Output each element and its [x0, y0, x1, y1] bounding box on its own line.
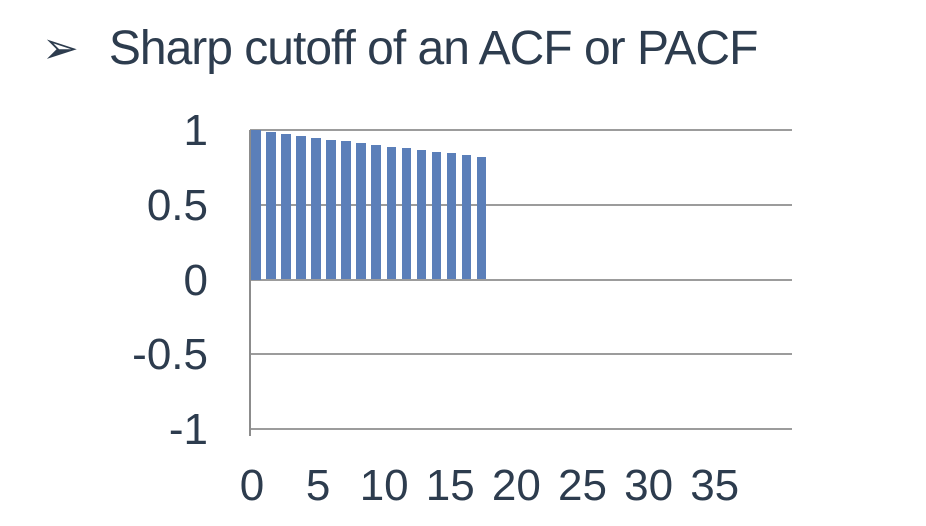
x-tick-label: 5 — [305, 461, 331, 510]
x-tick-label: 15 — [425, 461, 475, 510]
acf-bar — [431, 151, 442, 280]
x-tick-label: 25 — [558, 461, 607, 510]
gridline — [250, 428, 792, 430]
acf-bar — [251, 130, 261, 280]
acf-bar — [356, 143, 366, 280]
acf-bar — [476, 156, 487, 280]
x-tick-label: 30 — [624, 461, 674, 510]
gridline — [250, 129, 792, 131]
acf-bar — [371, 144, 381, 280]
acf-bar — [311, 137, 321, 280]
gridline — [250, 203, 792, 206]
plot-area — [250, 129, 792, 430]
gridline — [250, 353, 792, 356]
acf-bar — [386, 146, 397, 280]
y-tick-label: 0 — [183, 255, 208, 305]
acf-bar — [401, 148, 412, 280]
acf-bar — [281, 133, 291, 280]
acf-bar — [416, 150, 427, 280]
acf-bar — [341, 141, 351, 280]
y-tick-label: 1 — [183, 106, 208, 155]
x-tick-label: 10 — [359, 461, 409, 510]
acf-bar — [326, 139, 336, 280]
gridline — [250, 278, 792, 281]
y-tick-label: 0.5 — [146, 180, 208, 230]
y-tick-label: -1 — [168, 405, 208, 454]
acf-bar — [461, 155, 472, 280]
acf-bar — [266, 131, 276, 280]
acf-bar — [296, 135, 306, 280]
x-tick-label: 35 — [690, 461, 740, 510]
slide-title: Sharp cutoff of an ACF or PACF — [108, 22, 759, 75]
y-tick-label: -0.5 — [132, 330, 208, 380]
x-tick-label: 20 — [491, 461, 541, 510]
arrow-bullet-icon: ➢ — [42, 24, 79, 73]
acf-bar — [446, 153, 457, 280]
x-tick-label: 0 — [239, 461, 265, 510]
title-row: ➢ Sharp cutoff of an ACF or PACF — [42, 20, 759, 78]
y-axis-line — [249, 130, 251, 436]
